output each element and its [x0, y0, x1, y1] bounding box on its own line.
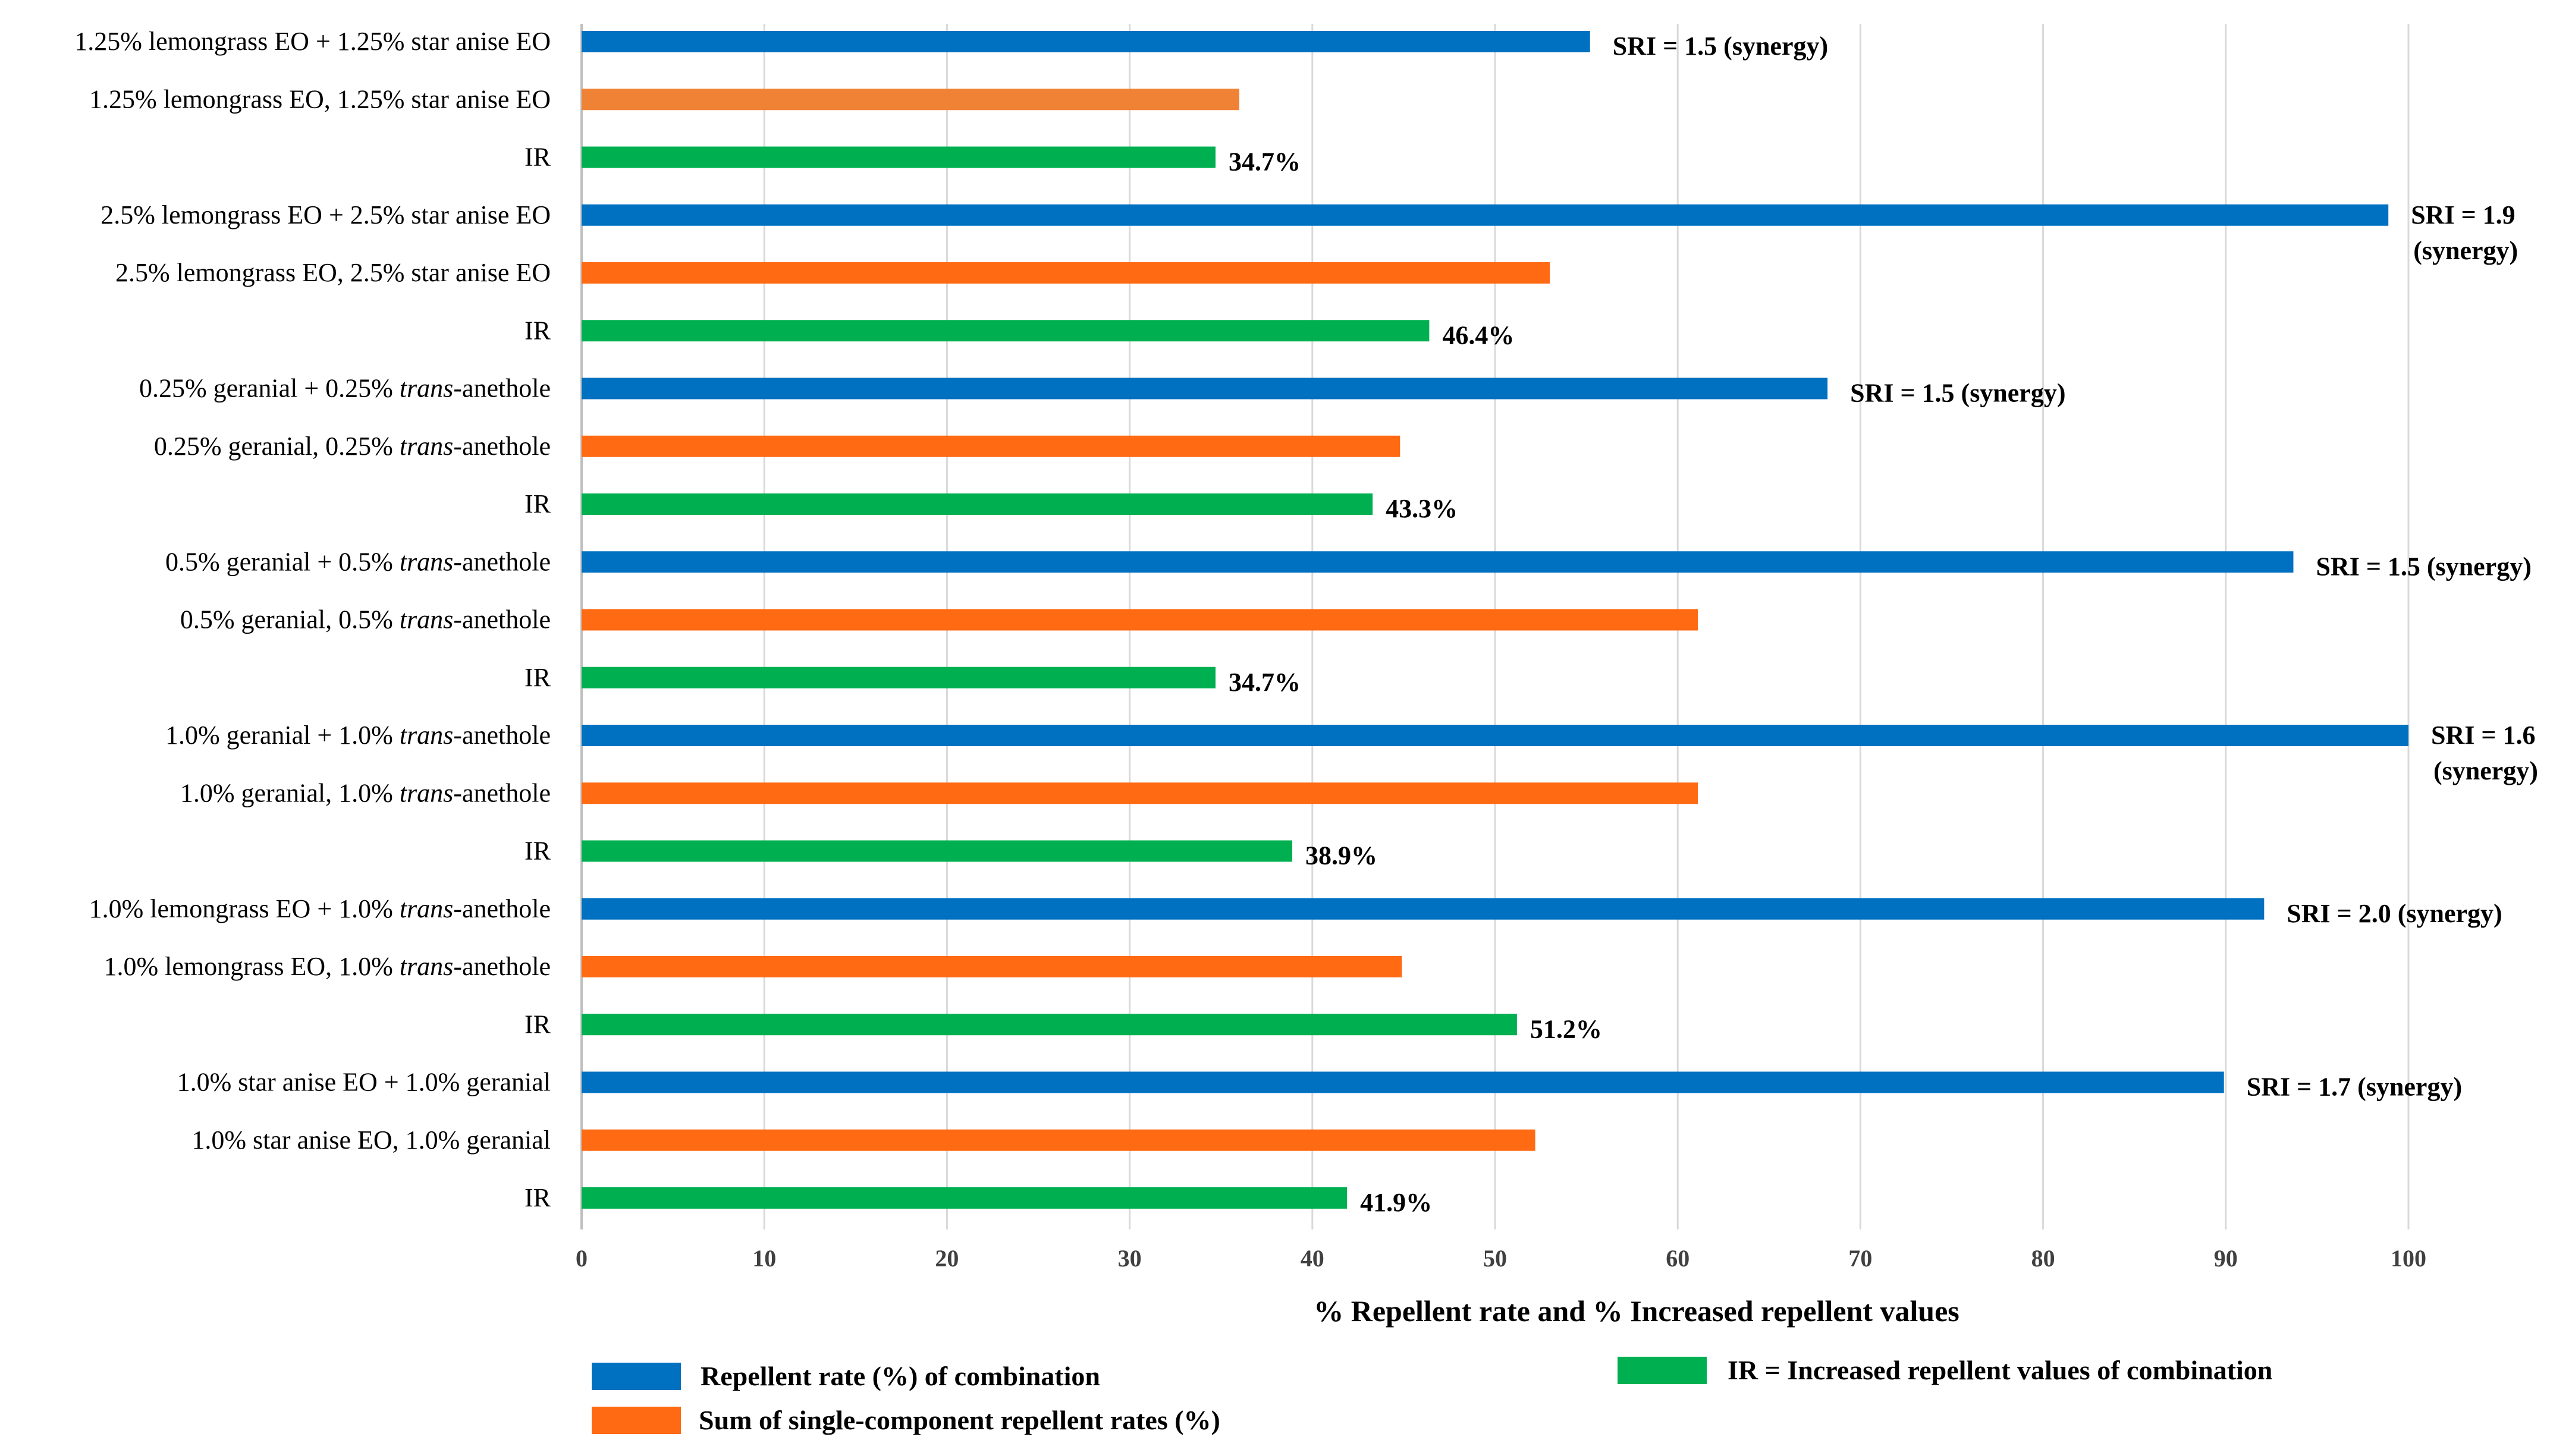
legend-label-ir: IR = Increased repellent values of combi… — [1728, 1355, 2272, 1385]
x-tick-label: 0 — [576, 1245, 588, 1272]
x-tick-label: 20 — [935, 1245, 959, 1272]
category-labels: 1.25% lemongrass EO + 1.25% star anise E… — [74, 27, 551, 1212]
x-tick-label: 90 — [2214, 1245, 2238, 1272]
category-label: IR — [525, 143, 551, 172]
category-label: 1.25% lemongrass EO, 1.25% star anise EO — [89, 84, 551, 114]
bar-sum — [582, 262, 1550, 284]
ir-value-label: 38.9% — [1305, 841, 1377, 870]
legend: Repellent rate (%) of combination Sum of … — [592, 1355, 2272, 1435]
legend-label-sum: Sum of single-component repellent rates … — [699, 1405, 1220, 1435]
category-label: IR — [525, 663, 551, 692]
category-label: IR — [525, 1183, 551, 1212]
legend-swatch-ir — [1618, 1357, 1707, 1384]
bar-combination — [582, 898, 2265, 920]
category-label: 1.0% lemongrass EO + 1.0% trans-anethole — [89, 894, 551, 923]
bar-ir — [582, 493, 1373, 515]
ir-value-label: 43.3% — [1386, 494, 1458, 523]
bar-sum — [582, 782, 1698, 804]
bar-ir — [582, 320, 1430, 342]
category-label: 1.0% geranial, 1.0% trans-anethole — [180, 778, 551, 807]
ir-value-label: 51.2% — [1530, 1014, 1602, 1043]
bar-ir — [582, 146, 1216, 168]
x-tick-label: 70 — [1848, 1245, 1872, 1272]
x-tick-label: 50 — [1483, 1245, 1507, 1272]
category-label: 1.0% star anise EO + 1.0% geranial — [177, 1068, 551, 1097]
bar-sum — [582, 1129, 1535, 1151]
category-label: IR — [525, 1010, 551, 1039]
category-label: 0.25% geranial + 0.25% trans-anethole — [139, 374, 551, 403]
category-label: 0.5% geranial, 0.5% trans-anethole — [180, 605, 551, 634]
sri-label: SRI = 1.5 (synergy) — [1850, 379, 2065, 408]
sri-synergy-label: (synergy) — [2413, 236, 2518, 265]
bar-ir — [582, 666, 1216, 688]
bar-combination — [582, 378, 1828, 400]
ir-value-label: 34.7% — [1229, 147, 1301, 177]
ir-value-label: 34.7% — [1229, 668, 1301, 697]
category-label: 0.5% geranial + 0.5% trans-anethole — [165, 547, 551, 576]
sri-label: SRI = 1.6 — [2431, 721, 2535, 750]
bars — [582, 31, 2408, 1209]
x-tick-label: 80 — [2031, 1245, 2055, 1272]
x-axis-ticks: 0 10 20 30 40 50 60 70 80 90 100 — [576, 1245, 2426, 1272]
category-label: IR — [525, 316, 551, 345]
legend-swatch-sum — [592, 1407, 681, 1434]
bar-sum — [582, 956, 1402, 977]
sri-label: SRI = 1.9 — [2411, 200, 2515, 229]
bar-annotations: SRI = 1.5 (synergy) 34.7% SRI = 1.9 (synerg… — [1229, 32, 2538, 1217]
sri-synergy-label: (synergy) — [2433, 756, 2538, 785]
legend-swatch-combination — [592, 1363, 681, 1390]
x-tick-label: 10 — [752, 1245, 776, 1272]
category-label: IR — [525, 489, 551, 518]
x-tick-label: 100 — [2391, 1245, 2426, 1272]
category-label: 1.0% geranial + 1.0% trans-anethole — [165, 721, 551, 750]
bar-ir — [582, 1014, 1517, 1036]
bar-combination — [582, 725, 2408, 746]
category-label: 2.5% lemongrass EO, 2.5% star anise EO — [115, 258, 551, 287]
category-label: IR — [525, 837, 551, 866]
sri-label: SRI = 2.0 (synergy) — [2287, 899, 2502, 928]
category-label: 2.5% lemongrass EO + 2.5% star anise EO — [101, 200, 551, 229]
category-label: 1.0% star anise EO, 1.0% geranial — [191, 1125, 551, 1155]
category-label: 1.0% lemongrass EO, 1.0% trans-anethole — [103, 952, 551, 981]
category-label: 1.25% lemongrass EO + 1.25% star anise E… — [74, 27, 551, 56]
x-tick-label: 40 — [1301, 1245, 1324, 1272]
category-label: 0.25% geranial, 0.25% trans-anethole — [154, 432, 551, 461]
bar-combination — [582, 204, 2389, 226]
bar-sum — [582, 609, 1698, 631]
bar-sum — [582, 435, 1400, 457]
x-axis-title: % Repellent rate and % Increased repelle… — [1314, 1294, 1959, 1328]
bar-combination — [582, 551, 2294, 573]
legend-label-combination: Repellent rate (%) of combination — [701, 1361, 1100, 1391]
x-tick-label: 30 — [1118, 1245, 1142, 1272]
x-tick-label: 60 — [1666, 1245, 1689, 1272]
bar-sum_first — [582, 89, 1239, 111]
bar-ir — [582, 1187, 1348, 1209]
sri-label: SRI = 1.5 (synergy) — [1613, 32, 1828, 61]
sri-label: SRI = 1.7 (synergy) — [2247, 1073, 2462, 1102]
bar-ir — [582, 840, 1293, 862]
sri-label: SRI = 1.5 (synergy) — [2316, 552, 2531, 581]
bar-combination — [582, 31, 1590, 52]
ir-value-label: 46.4% — [1442, 320, 1514, 350]
bar-combination — [582, 1071, 2224, 1093]
ir-value-label: 41.9% — [1360, 1188, 1432, 1217]
